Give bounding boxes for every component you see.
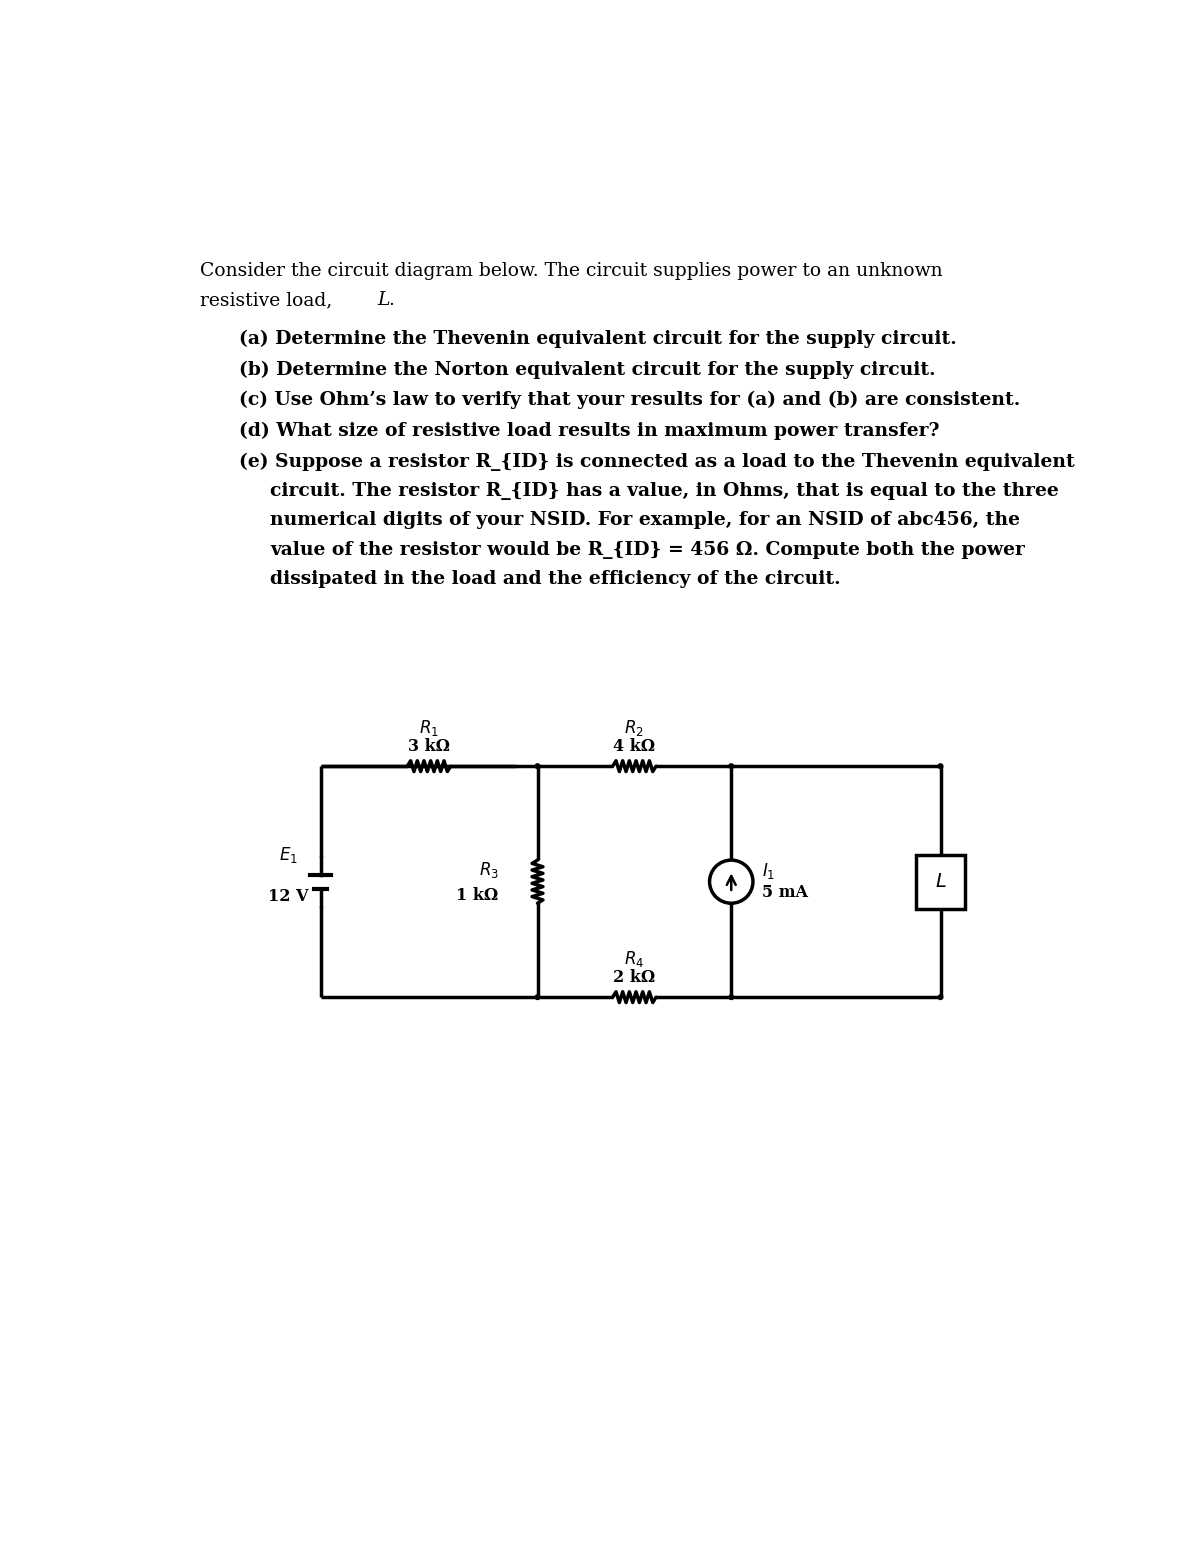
Text: numerical digits of your NSID. For example, for an NSID of abc456, the: numerical digits of your NSID. For examp…	[270, 511, 1020, 530]
Text: $E_1$: $E_1$	[278, 845, 298, 865]
Text: 12 V: 12 V	[268, 888, 308, 905]
Text: Consider the circuit diagram below. The circuit supplies power to an unknown: Consider the circuit diagram below. The …	[200, 262, 943, 280]
Text: (b) Determine the Norton equivalent circuit for the supply circuit.: (b) Determine the Norton equivalent circ…	[239, 360, 936, 379]
Text: (e) Suppose a resistor R_{ID} is connected as a load to the Thevenin equivalent: (e) Suppose a resistor R_{ID} is connect…	[239, 453, 1075, 471]
Text: (c) Use Ohm’s law to verify that your results for (a) and (b) are consistent.: (c) Use Ohm’s law to verify that your re…	[239, 391, 1020, 410]
Text: 4 kΩ: 4 kΩ	[613, 738, 655, 755]
Text: resistive load,: resistive load,	[200, 290, 338, 309]
Text: $I_1$: $I_1$	[762, 860, 775, 881]
Bar	[917, 854, 965, 909]
Text: $R_1$: $R_1$	[419, 719, 439, 738]
Text: (a) Determine the Thevenin equivalent circuit for the supply circuit.: (a) Determine the Thevenin equivalent ci…	[239, 329, 956, 348]
Text: 3 kΩ: 3 kΩ	[408, 738, 450, 755]
Circle shape	[728, 764, 733, 769]
Text: $R_4$: $R_4$	[624, 949, 644, 969]
Text: 1 kΩ: 1 kΩ	[456, 887, 499, 904]
Text: L: L	[377, 290, 390, 309]
Text: $L$: $L$	[935, 873, 947, 891]
Circle shape	[728, 995, 733, 1000]
Circle shape	[535, 995, 540, 1000]
Circle shape	[938, 995, 943, 1000]
Text: $R_2$: $R_2$	[624, 719, 644, 738]
Circle shape	[535, 764, 540, 769]
Text: circuit. The resistor R_{ID} has a value, in Ohms, that is equal to the three: circuit. The resistor R_{ID} has a value…	[270, 481, 1058, 500]
Text: $R_3$: $R_3$	[479, 860, 499, 881]
Text: 5 mA: 5 mA	[762, 884, 809, 901]
Circle shape	[938, 764, 943, 769]
Text: value of the resistor would be R_{ID} = 456 Ω. Compute both the power: value of the resistor would be R_{ID} = …	[270, 540, 1025, 559]
Text: (d) What size of resistive load results in maximum power transfer?: (d) What size of resistive load results …	[239, 422, 940, 439]
Text: .: .	[388, 290, 394, 309]
Text: 2 kΩ: 2 kΩ	[613, 969, 655, 986]
Text: dissipated in the load and the efficiency of the circuit.: dissipated in the load and the efficienc…	[270, 570, 841, 589]
